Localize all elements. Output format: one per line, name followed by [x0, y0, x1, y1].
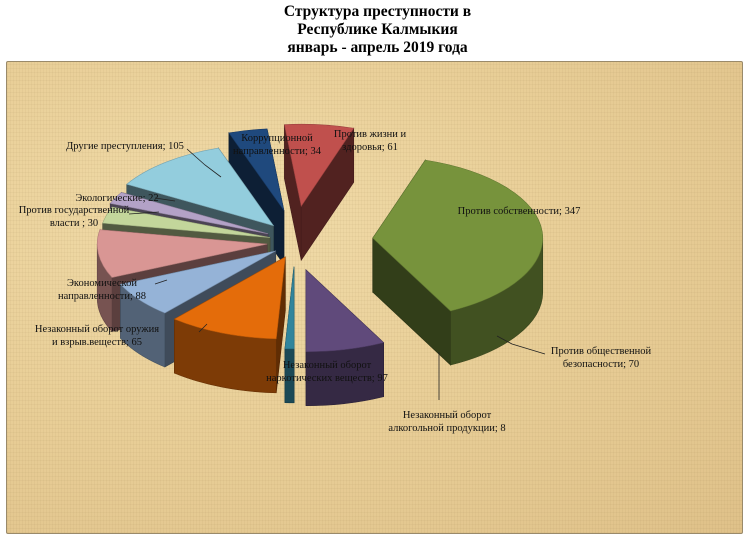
slice-5-top	[96, 229, 268, 278]
chart-area: Против собственности; 347 Против обществе…	[6, 61, 743, 534]
slice-4-leader-line	[198, 323, 208, 333]
slice-10-data-label-line: Против жизни и	[334, 129, 407, 140]
slice-6-data-label: Против государственной власти ; 30	[19, 205, 130, 229]
slice-7-leader-line	[154, 197, 176, 202]
pie-chart: Против собственности; 347 Против обществе…	[19, 123, 652, 434]
slice-3-data-label-line: Незаконный оборот	[283, 360, 372, 371]
slice-10-data-label-line: здоровья; 61	[342, 142, 398, 153]
slice-8-data-label-line: Другие преступления; 105	[66, 141, 184, 152]
slice-4-data-label: Незаконный оборот оружия и взрыв.веществ;…	[35, 324, 159, 348]
slice-10-top	[284, 123, 355, 208]
slice-3-data-label-line: наркотических веществ; 97	[266, 373, 388, 384]
slice-7-data-label: Экологические; 22	[75, 193, 158, 204]
slice-0-top	[372, 159, 544, 312]
slice-2-data-label-line: алкогольной продукции; 8	[388, 423, 505, 434]
slice-2-data-label-line: Незаконный оборот	[403, 410, 492, 421]
slice-1-data-label: Против общественной безопасности; 70	[551, 346, 652, 370]
slice-9-data-label: Коррупционной направленности; 34	[233, 133, 322, 157]
slice-7-data-label-line: Экологические; 22	[75, 193, 158, 204]
slice-8-leader-line	[186, 148, 222, 178]
slice-5-data-label-line: направленности; 88	[58, 291, 146, 302]
slice-1-top	[305, 269, 385, 353]
chart-title-line-3: январь - апрель 2019 года	[287, 39, 468, 56]
slice-1-leader-line	[496, 335, 546, 355]
slice-6-data-label-line: Против государственной	[19, 205, 130, 216]
slice-6-top	[102, 206, 271, 238]
slice-4-data-label-line: Незаконный оборот оружия	[35, 324, 159, 335]
slice-2-top	[284, 266, 295, 350]
slice-4-data-label-line: и взрыв.веществ; 65	[52, 337, 142, 348]
slice-8-top	[126, 147, 275, 227]
slice-4-top	[119, 250, 276, 314]
slice-8-data-label: Другие преступления; 105	[66, 141, 184, 152]
slice-0-data-label-line: Против собственности; 347	[458, 206, 581, 217]
slice-10-data-label: Против жизни и здоровья; 61	[334, 129, 407, 153]
slice-5-data-label-line: Экономической	[67, 278, 137, 289]
slice-6-leader-line	[128, 211, 160, 215]
slice-5-data-label: Экономической направленности; 88	[58, 278, 146, 302]
slice-0-data-label: Против собственности; 347	[458, 206, 581, 217]
chart-title-line-2: Республике Калмыкия	[297, 21, 458, 38]
slice-9-top	[228, 128, 285, 211]
slice-3-data-label: Незаконный оборот наркотических веществ; …	[266, 360, 388, 384]
slice-5-leader-line	[154, 279, 168, 285]
chart-title: Структура преступности в Республике Калм…	[0, 3, 755, 57]
slice-7-top	[109, 192, 269, 235]
slice-3-top	[173, 256, 286, 340]
slice-9-data-label-line: направленности; 34	[233, 146, 322, 157]
slice-1-data-label-line: Против общественной	[551, 346, 652, 357]
slice-1-data-label-line: безопасности; 70	[563, 359, 639, 370]
slice-6-data-label-line: власти ; 30	[50, 218, 98, 229]
slice-9-data-label-line: Коррупционной	[241, 133, 313, 144]
chart-title-line-1: Структура преступности в	[283, 3, 472, 20]
slice-2-data-label: Незаконный оборот алкогольной продукции; …	[388, 410, 505, 434]
